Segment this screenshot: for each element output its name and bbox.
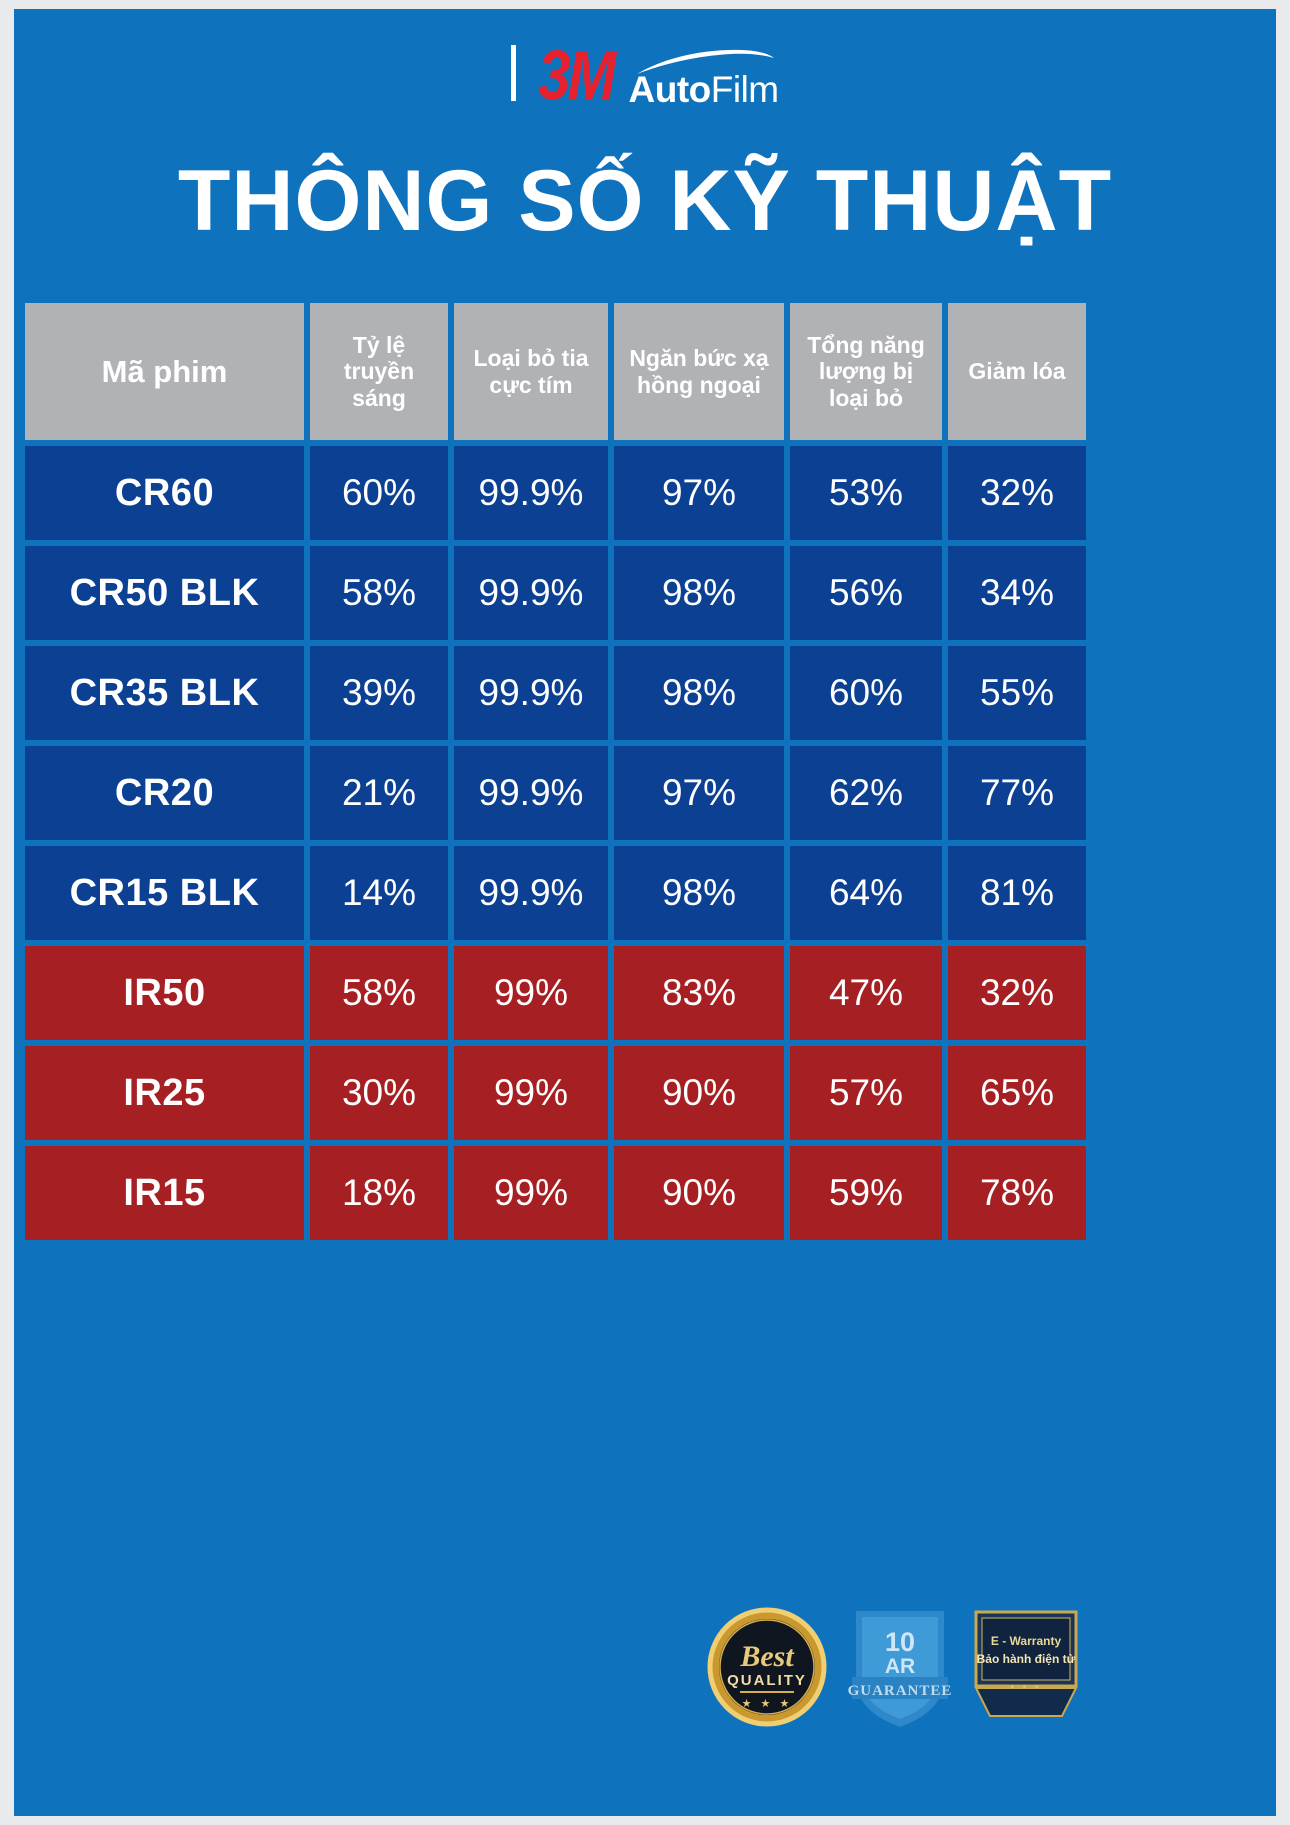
column-header-glare: Giảm lóa [948,303,1086,440]
table-row: CR20 21% 99.9% 97% 62% 77% [22,743,1268,843]
cell-uv: 99% [454,946,608,1040]
cell-vlt: 60% [310,446,448,540]
cell-ir: 98% [614,846,784,940]
cell-film-code: CR15 BLK [25,846,304,940]
column-header-tser: Tổng năng lượng bị loại bỏ [790,303,942,440]
cell-tser: 64% [790,846,942,940]
cell-ir: 97% [614,446,784,540]
best-quality-stars: ★ ★ ★ [741,1698,793,1710]
cell-uv: 99% [454,1146,608,1240]
best-quality-top-text: Best [740,1640,794,1673]
page-title: THÔNG SỐ KỸ THUẬT [177,153,1113,249]
best-quality-badge-icon: Best QUALITY ★ ★ ★ [704,1604,830,1730]
cell-uv: 99.9% [454,646,608,740]
cell-glare: 32% [948,946,1086,1040]
trust-badges: Best QUALITY ★ ★ ★ 10 AR GUARANTEE E - W… [704,1592,1104,1742]
cell-vlt: 58% [310,946,448,1040]
ewarranty-line1: E - Warranty [990,1634,1062,1648]
column-header-ir: Ngăn bức xạ hồng ngoại [614,303,784,440]
table-row: IR25 30% 99% 90% 57% 65% [22,1043,1268,1143]
cell-film-code: IR15 [25,1146,304,1240]
cell-glare: 34% [948,546,1086,640]
cell-glare: 78% [948,1146,1086,1240]
column-header-uv: Loại bỏ tia cực tím [454,303,608,440]
cell-tser: 59% [790,1146,942,1240]
ewarranty-dots: • • • [1010,1682,1042,1693]
cell-vlt: 39% [310,646,448,740]
cell-uv: 99% [454,1046,608,1140]
cell-vlt: 14% [310,846,448,940]
guarantee-word: GUARANTEE [847,1683,953,1699]
table-row: CR15 BLK 14% 99.9% 98% 64% 81% [22,843,1268,943]
logo-divider-rule [511,45,517,101]
cell-glare: 77% [948,746,1086,840]
cell-ir: 90% [614,1146,784,1240]
table-row: CR50 BLK 58% 99.9% 98% 56% 34% [22,543,1268,643]
cell-film-code: IR50 [25,946,304,1040]
column-header-vlt: Tỷ lệ truyền sáng [310,303,448,440]
cell-tser: 47% [790,946,942,1040]
cell-vlt: 30% [310,1046,448,1140]
car-silhouette-icon [635,49,775,75]
cell-ir: 83% [614,946,784,1040]
cell-vlt: 18% [310,1146,448,1240]
autofilm-wordmark: AutoFilm [628,69,780,110]
cell-film-code: CR20 [25,746,304,840]
table-row: CR35 BLK 39% 99.9% 98% 60% 55% [22,643,1268,743]
table-row: IR15 18% 99% 90% 59% 78% [22,1143,1268,1243]
cell-glare: 81% [948,846,1086,940]
table-row: IR50 58% 99% 83% 47% 32% [22,943,1268,1043]
guarantee-years-number: 10 [884,1627,916,1657]
poster-canvas: 3M AutoFilm THÔNG SỐ KỸ THUẬT Mã phim Tỷ… [14,9,1276,1816]
cell-uv: 99.9% [454,546,608,640]
cell-ir: 98% [614,546,784,640]
ewarranty-badge-icon: E - Warranty Bảo hành điện tử • • • [970,1604,1082,1730]
cell-tser: 60% [790,646,942,740]
best-quality-bottom-text: QUALITY [727,1672,807,1689]
cell-vlt: 21% [310,746,448,840]
cell-tser: 62% [790,746,942,840]
autofilm-film: Film [710,69,779,110]
cell-film-code: CR35 BLK [25,646,304,740]
cell-tser: 53% [790,446,942,540]
column-header-ma-phim: Mã phim [25,303,304,440]
cell-glare: 32% [948,446,1086,540]
3m-wordmark: 3M [538,37,616,115]
cell-film-code: CR60 [25,446,304,540]
table-row: CR60 60% 99.9% 97% 53% 32% [22,443,1268,543]
cell-film-code: IR25 [25,1046,304,1140]
cell-uv: 99.9% [454,846,608,940]
cell-ir: 90% [614,1046,784,1140]
spec-table: Mã phim Tỷ lệ truyền sáng Loại bỏ tia cự… [22,300,1268,1243]
cell-glare: 65% [948,1046,1086,1140]
cell-film-code: CR50 BLK [25,546,304,640]
cell-uv: 99.9% [454,446,608,540]
guarantee-year-label: AR [884,1655,916,1678]
table-header-row: Mã phim Tỷ lệ truyền sáng Loại bỏ tia cự… [22,300,1268,443]
cell-tser: 57% [790,1046,942,1140]
cell-uv: 99.9% [454,746,608,840]
cell-vlt: 58% [310,546,448,640]
cell-glare: 55% [948,646,1086,740]
guarantee-shield-icon: 10 AR GUARANTEE [846,1601,954,1733]
cell-ir: 97% [614,746,784,840]
cell-tser: 56% [790,546,942,640]
brand-logo: 3M AutoFilm [14,37,1276,115]
cell-ir: 98% [614,646,784,740]
autofilm-auto: Auto [628,69,712,110]
ewarranty-line2: Bảo hành điện tử [976,1652,1076,1666]
